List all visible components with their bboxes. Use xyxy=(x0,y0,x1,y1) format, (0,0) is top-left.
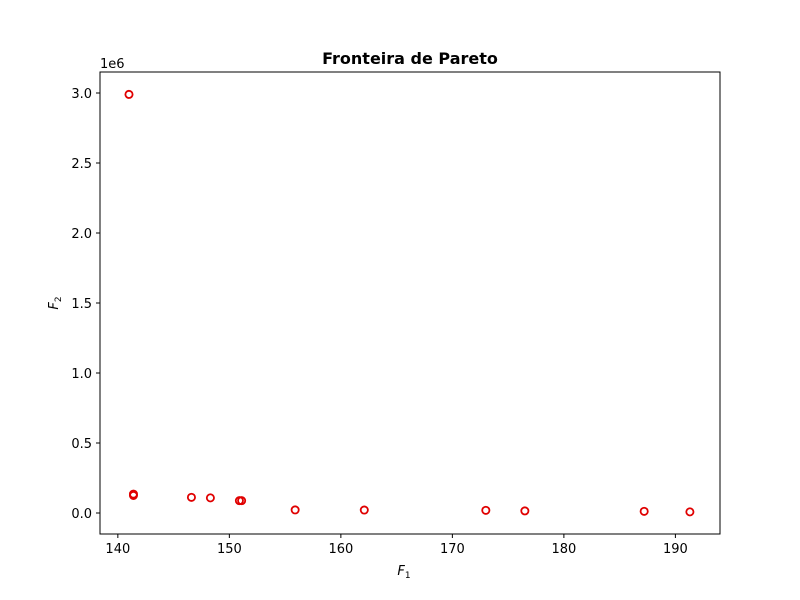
data-point-7 xyxy=(290,505,300,515)
data-point-11 xyxy=(639,506,649,516)
data-point-6 xyxy=(237,496,247,506)
x-axis-ticks: 140 150 160 170 180 190 xyxy=(105,534,688,557)
y-axis-label: F2 xyxy=(47,296,64,309)
x-tick-label: 160 xyxy=(328,542,353,557)
data-point-2 xyxy=(128,490,138,500)
x-axis-label-base: F xyxy=(397,564,405,579)
y-tick-label: 3.0 xyxy=(71,87,92,102)
x-axis-label-sub: 1 xyxy=(405,571,411,581)
data-point-8 xyxy=(359,505,369,515)
y-tick-label: 2.0 xyxy=(71,227,92,242)
x-tick-label: 150 xyxy=(217,542,242,557)
data-point-10 xyxy=(520,506,530,516)
x-axis-label: F1 xyxy=(397,564,410,581)
data-point-9 xyxy=(481,505,491,515)
y-tick-label: 0.0 xyxy=(71,507,92,522)
data-point-0 xyxy=(124,89,134,99)
x-tick-label: 190 xyxy=(663,542,688,557)
y-tick-label: 0.5 xyxy=(71,437,92,452)
data-point-12 xyxy=(685,507,695,517)
x-tick-label: 180 xyxy=(551,542,576,557)
y-tick-label: 1.5 xyxy=(71,297,92,312)
y-tick-label: 2.5 xyxy=(71,157,92,172)
x-tick-label: 140 xyxy=(105,542,130,557)
y-axis-label-base: F xyxy=(47,302,62,310)
data-point-4 xyxy=(205,493,215,503)
y-axis-label-sub: 2 xyxy=(54,296,64,302)
x-tick-label: 170 xyxy=(440,542,465,557)
y-axis-ticks: 0.0 0.5 1.0 1.5 2.0 2.5 3.0 xyxy=(71,87,100,522)
y-tick-label: 1.0 xyxy=(71,367,92,382)
data-point-3 xyxy=(186,492,196,502)
data-points xyxy=(124,89,695,517)
chart-title: Fronteira de Pareto xyxy=(322,49,498,68)
y-offset-label: 1e6 xyxy=(100,57,125,72)
